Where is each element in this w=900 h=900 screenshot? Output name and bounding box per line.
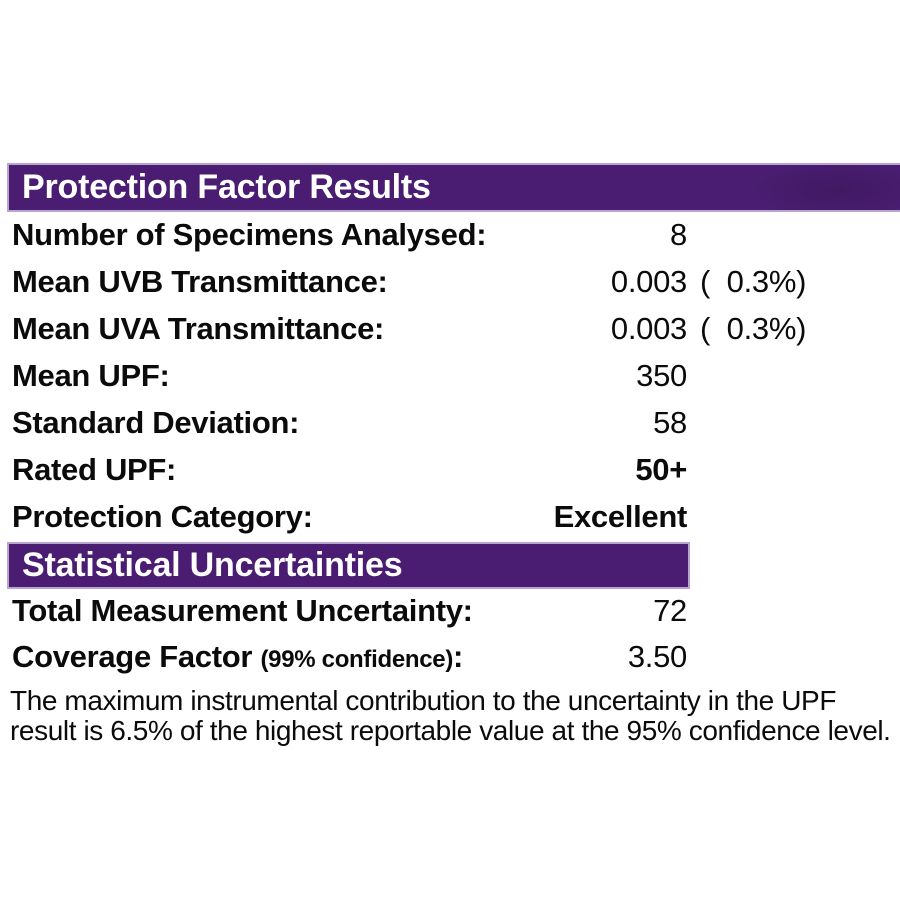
footnote-line-2: result is 6.5% of the highest reportable… xyxy=(10,715,891,746)
row-number-of-specimens: Number of Specimens Analysed: 8 xyxy=(12,212,900,259)
row-mean-uva-transmittance: Mean UVA Transmittance: 0.003 ( 0.3%) xyxy=(12,306,900,353)
section-header-protection-factor-results: Protection Factor Results xyxy=(7,163,900,212)
row-value: 0.003 xyxy=(610,311,687,346)
statistical-uncertainties-rows: Total Measurement Uncertainty: 72 Covera… xyxy=(12,589,900,681)
row-value: 58 xyxy=(653,405,687,440)
section-title-statistical-uncertainties: Statistical Uncertainties xyxy=(22,546,403,584)
row-rated-upf: Rated UPF: 50+ xyxy=(12,447,900,494)
row-label: Mean UVB Transmittance: xyxy=(12,264,388,299)
coverage-factor-label: Coverage Factor xyxy=(12,639,261,674)
row-value: 350 xyxy=(636,358,687,393)
row-label: Total Measurement Uncertainty: xyxy=(12,593,473,628)
row-label: Mean UVA Transmittance: xyxy=(12,311,385,346)
section-header-statistical-uncertainties: Statistical Uncertainties xyxy=(7,542,690,589)
row-value: 0.003 xyxy=(610,264,687,299)
row-value-percent: ( 0.3%) xyxy=(700,311,807,346)
protection-factor-results-rows: Number of Specimens Analysed: 8 Mean UVB… xyxy=(12,212,900,541)
row-value: 72 xyxy=(653,593,687,628)
footnote-line-1: The maximum instrumental contribution to… xyxy=(10,685,837,716)
row-mean-uvb-transmittance: Mean UVB Transmittance: 0.003 ( 0.3%) xyxy=(12,259,900,306)
row-label: Rated UPF: xyxy=(12,452,177,487)
row-protection-category: Protection Category: Excellent xyxy=(12,494,900,541)
row-value: 50+ xyxy=(635,452,687,487)
row-value: Excellent xyxy=(553,499,688,534)
row-mean-upf: Mean UPF: 350 xyxy=(12,353,900,400)
row-label: Number of Specimens Analysed: xyxy=(12,217,487,252)
section-title-protection-factor-results: Protection Factor Results xyxy=(22,168,431,206)
row-label: Coverage Factor (99% confidence): xyxy=(12,639,512,675)
row-value-percent: ( 0.3%) xyxy=(700,264,807,299)
row-coverage-factor: Coverage Factor (99% confidence): 3.50 xyxy=(12,635,900,681)
row-label: Mean UPF: xyxy=(12,358,170,393)
uncertainty-footnote: The maximum instrumental contribution to… xyxy=(10,686,894,746)
row-value: 8 xyxy=(670,217,687,252)
row-value: 3.50 xyxy=(627,639,687,674)
row-total-measurement-uncertainty: Total Measurement Uncertainty: 72 xyxy=(12,589,900,635)
row-standard-deviation: Standard Deviation: 58 xyxy=(12,400,900,447)
coverage-factor-confidence-note: (99% confidence) xyxy=(260,646,454,673)
row-label: Protection Category: xyxy=(12,499,313,534)
row-label: Standard Deviation: xyxy=(12,405,300,440)
coverage-factor-colon: : xyxy=(453,639,464,674)
